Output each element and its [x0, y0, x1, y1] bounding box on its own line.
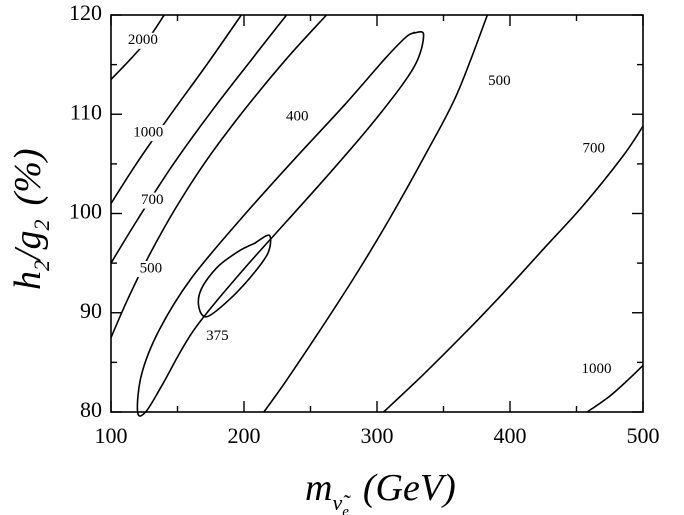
contour-label-backing — [484, 73, 515, 90]
contour-lines — [110, 14, 644, 417]
contour-500 — [110, 14, 328, 338]
y-tick-label: 120 — [69, 0, 102, 25]
contour-label-backing — [135, 261, 166, 278]
x-axis-title: mν̃e(GeV) — [305, 467, 456, 515]
contour-label-backing — [123, 32, 162, 49]
contour-700 — [383, 125, 644, 413]
contour-label-backing — [129, 125, 168, 142]
contour-label-backing — [282, 109, 313, 126]
x-tick-label: 500 — [627, 423, 660, 448]
y-tick-label: 80 — [80, 397, 102, 422]
contour-500 — [263, 14, 489, 413]
x-tick-label: 200 — [228, 423, 261, 448]
contour-375 — [197, 234, 272, 318]
contour-1000 — [110, 14, 242, 205]
y-axis-title: h2/g2(%) — [7, 148, 54, 290]
contour-700 — [110, 14, 288, 264]
y-tick-label: 110 — [70, 99, 102, 124]
contour-1000 — [586, 364, 644, 413]
contour-level-labels: 2000 1000 700 500 375 400 500 700 1000 — [123, 32, 616, 378]
y-tick-label: 100 — [69, 199, 102, 224]
contour-label-backing — [577, 361, 616, 378]
contour-label-500: 500 — [488, 73, 511, 89]
contour-label-400: 400 — [286, 109, 309, 125]
contour-label-2000: 2000 — [128, 32, 158, 48]
tick-labels: 100 200 300 400 500 80 90 100 110 120 — [69, 0, 660, 448]
contour-label-1000: 1000 — [581, 361, 611, 377]
contour-label-backing — [137, 192, 168, 209]
contour-label-375: 375 — [206, 328, 229, 344]
contour-label-700: 700 — [141, 192, 164, 208]
plot-frame — [110, 14, 644, 413]
axis-ticks — [110, 14, 644, 413]
contour-label-backing — [202, 328, 233, 345]
contour-400 — [136, 31, 425, 417]
contour-label-backing — [578, 140, 609, 157]
contour-2000 — [110, 14, 165, 81]
contour-label-700: 700 — [583, 140, 606, 156]
contour-label-1000: 1000 — [133, 125, 163, 141]
x-tick-label: 400 — [494, 423, 527, 448]
x-tick-label: 100 — [95, 423, 128, 448]
x-tick-label: 300 — [361, 423, 394, 448]
y-tick-label: 90 — [80, 298, 102, 323]
contour-label-500: 500 — [140, 261, 163, 277]
